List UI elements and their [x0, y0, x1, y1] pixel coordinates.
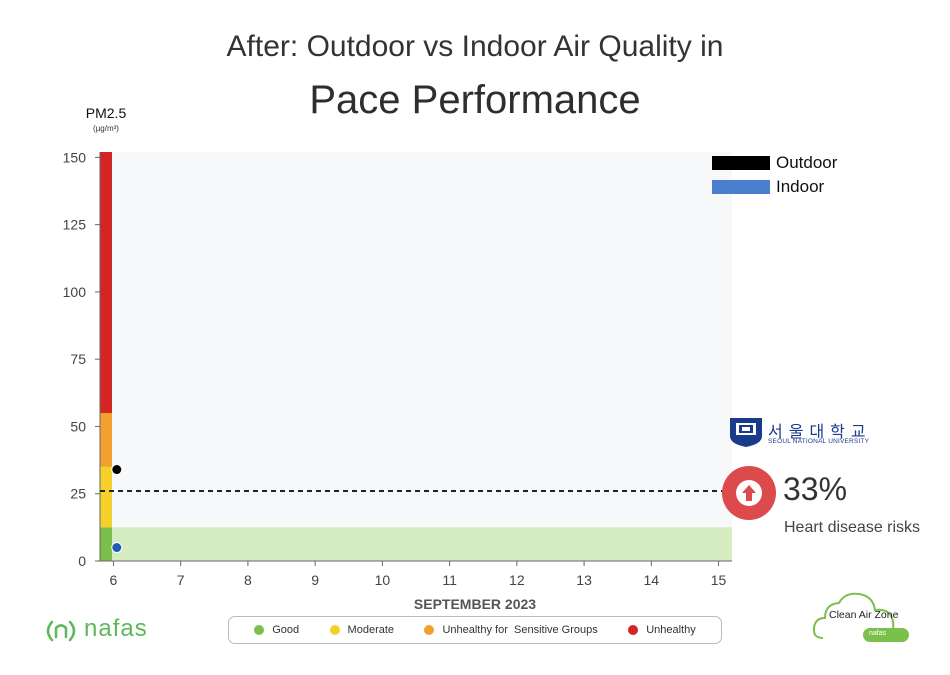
point-indoor-0	[111, 542, 123, 554]
clean-air-badge	[863, 628, 909, 642]
good-range-band	[100, 527, 732, 561]
y-tick-label-25: 25	[70, 486, 86, 502]
university-name-korean: 서울대학교	[768, 422, 872, 441]
risk-percent: 33%	[783, 471, 848, 507]
x-tick-label-8: 8	[244, 572, 252, 588]
point-outdoor-0	[111, 464, 123, 476]
increase-badge	[722, 466, 776, 520]
nafas-wordmark: nafas	[84, 615, 148, 642]
category-usg-label: Unhealthy for Sensitive Groups	[442, 624, 598, 636]
legend-label-outdoor: Outdoor	[776, 153, 838, 172]
cloud-icon	[812, 592, 895, 639]
category-moderate: Moderate	[329, 624, 395, 636]
y-tick-label-100: 100	[63, 284, 87, 300]
university-logo	[730, 418, 762, 447]
category-usg-dot	[424, 625, 435, 635]
university-name-english: SEOUL NATIONAL UNIVERSITY	[768, 438, 870, 445]
x-tick-label-14: 14	[644, 572, 660, 588]
legend-item-outdoor: Outdoor	[712, 151, 837, 175]
x-tick-label-7: 7	[177, 572, 185, 588]
y-tick-label-50: 50	[70, 418, 86, 434]
category-unhealthy-label: Unhealthy	[646, 624, 696, 636]
legend-label-indoor: Indoor	[776, 177, 825, 196]
series-legend: Outdoor Indoor	[712, 151, 837, 199]
x-tick-label-13: 13	[576, 572, 592, 588]
category-good-dot	[254, 625, 265, 635]
legend-item-indoor: Indoor	[712, 175, 837, 199]
y-axis-label: PM2.5	[85, 105, 127, 121]
x-tick-label-9: 9	[311, 572, 319, 588]
category-usg: Unhealthy for Sensitive Groups	[424, 624, 598, 636]
aqi-band-unhealthy-for-sensitive-groups	[100, 413, 112, 467]
chart-title-line1: After: Outdoor vs Indoor Air Quality in	[226, 30, 724, 63]
x-tick-label-6: 6	[110, 572, 118, 588]
x-tick-label-12: 12	[509, 572, 525, 588]
legend-swatch-indoor	[712, 180, 770, 194]
aqi-band-moderate	[100, 466, 112, 528]
nafas-logo	[46, 620, 76, 642]
category-moderate-dot	[329, 625, 340, 635]
clean-air-zone-label: Clean Air Zone	[829, 609, 899, 621]
category-unhealthy: Unhealthy	[628, 624, 696, 636]
x-tick-label-15: 15	[711, 572, 727, 588]
arrow-up-icon	[736, 480, 762, 506]
category-moderate-label: Moderate	[347, 624, 395, 636]
university-emblem-icon	[730, 418, 762, 447]
y-tick-label-0: 0	[78, 553, 86, 569]
aqi-band-good	[100, 527, 112, 561]
legend-swatch-outdoor	[712, 156, 770, 170]
x-tick-label-10: 10	[375, 572, 391, 588]
clean-air-zone-logo	[812, 592, 909, 642]
risk-caption: Heart disease risks	[784, 519, 921, 536]
y-axis-unit: (µg/m³)	[93, 124, 119, 133]
x-tick-label-11: 11	[442, 572, 457, 588]
chart-title-line2: Pace Performance	[309, 78, 641, 122]
category-good: Good	[254, 624, 299, 636]
y-tick-label-150: 150	[63, 149, 87, 165]
category-good-label: Good	[272, 624, 300, 636]
aqi-category-legend: Good Moderate Unhealthy for Sensitive Gr…	[228, 616, 722, 644]
aqi-band-unhealthy	[100, 152, 112, 414]
nafas-emblem-icon	[46, 620, 76, 642]
clean-air-badge-label: nafas	[869, 630, 887, 637]
y-tick-label-75: 75	[70, 351, 86, 367]
category-unhealthy-dot	[628, 625, 639, 635]
x-axis-label: SEPTEMBER 2023	[414, 596, 536, 612]
plot-background	[100, 152, 732, 561]
y-tick-label-125: 125	[63, 217, 87, 233]
